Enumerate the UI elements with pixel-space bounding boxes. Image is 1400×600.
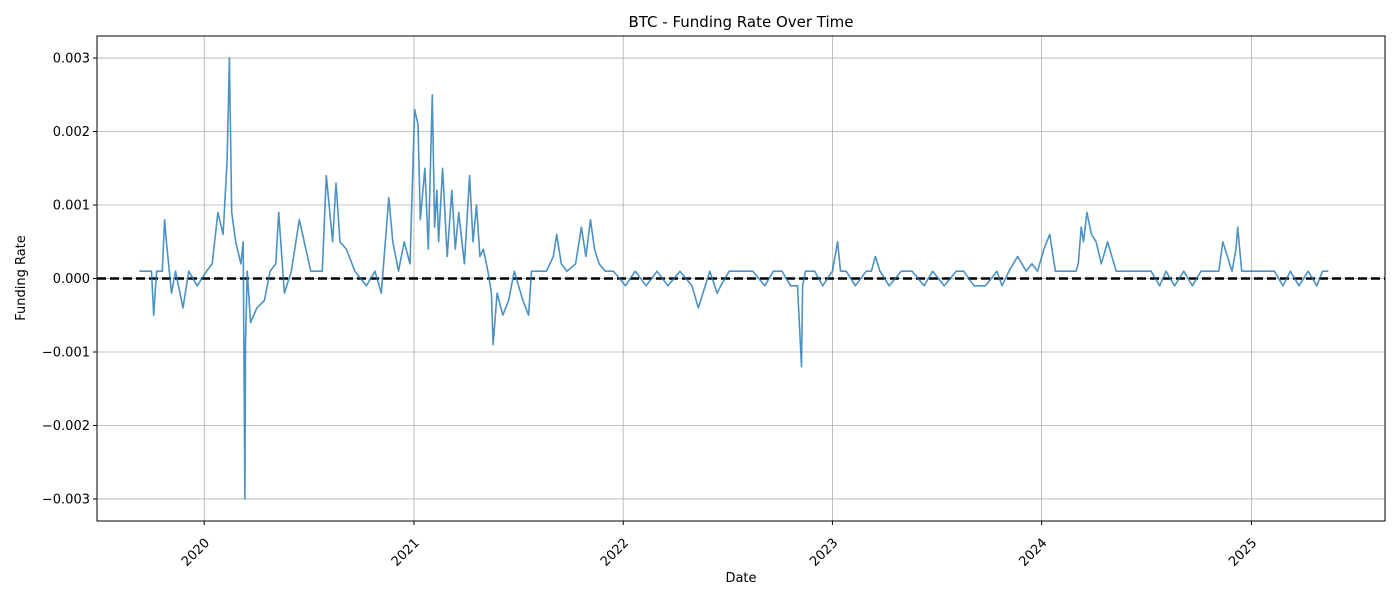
y-tick-label: 0.003	[53, 52, 90, 67]
y-tick-label: −0.001	[42, 345, 90, 360]
y-tick-label: 0.002	[53, 125, 90, 140]
chart-title: BTC - Funding Rate Over Time	[628, 13, 853, 31]
funding-rate-series-line	[139, 57, 1329, 500]
y-tick-label: −0.002	[42, 419, 90, 434]
x-axis-label: Date	[725, 571, 756, 586]
y-axis: −0.003 −0.002 −0.001 0.000 0.001 0.002 0.003	[42, 52, 97, 507]
series-layer	[139, 57, 1329, 500]
y-tick-label: 0.000	[53, 272, 90, 287]
y-axis-label: Funding Rate	[14, 235, 29, 321]
y-tick-label: −0.003	[42, 492, 90, 507]
y-tick-label: 0.001	[53, 199, 90, 214]
